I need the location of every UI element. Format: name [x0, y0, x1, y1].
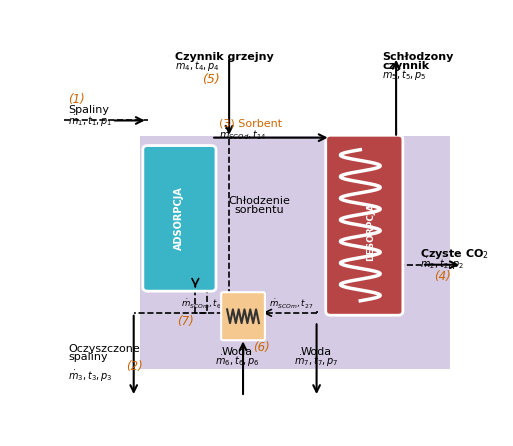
Text: Chłodzenie: Chłodzenie	[228, 196, 290, 206]
Text: $\dot{m}_5,t_5,p_5$: $\dot{m}_5,t_5,p_5$	[382, 68, 427, 83]
FancyBboxPatch shape	[326, 135, 403, 315]
Text: Czynnik grzejny: Czynnik grzejny	[175, 52, 274, 62]
Text: ADSORPCJA: ADSORPCJA	[174, 186, 184, 250]
Text: (3) Sorbent: (3) Sorbent	[219, 119, 282, 129]
Text: $\dot{m}_1,t_1,p_1$: $\dot{m}_1,t_1,p_1$	[68, 114, 113, 129]
Text: (6): (6)	[253, 341, 270, 354]
Text: (4): (4)	[434, 270, 450, 283]
Text: $\dot{m}_{SCOd},t_{14}$: $\dot{m}_{SCOd},t_{14}$	[219, 127, 267, 142]
Text: Oczyszczone: Oczyszczone	[68, 344, 140, 354]
Text: (2): (2)	[126, 359, 143, 372]
Text: $\dot{m}_3,t_3,p_3$: $\dot{m}_3,t_3,p_3$	[68, 369, 113, 384]
Text: $\dot{m}_{SCOm},t_{27}$: $\dot{m}_{SCOm},t_{27}$	[269, 297, 313, 311]
Text: sorbentu: sorbentu	[234, 205, 284, 215]
Text: $\dot{m}_{SCOm},t_{61}$: $\dot{m}_{SCOm},t_{61}$	[182, 297, 226, 311]
Text: $\dot{m}_2,t_2,p_2$: $\dot{m}_2,t_2,p_2$	[420, 257, 464, 273]
Text: czynnik: czynnik	[382, 61, 429, 70]
Bar	[140, 136, 450, 369]
Text: Czyste CO$_2$: Czyste CO$_2$	[420, 248, 489, 261]
Text: Woda: Woda	[222, 347, 252, 357]
Text: (7): (7)	[177, 315, 194, 328]
Text: Woda: Woda	[301, 347, 332, 357]
Text: spaliny: spaliny	[68, 352, 108, 363]
FancyBboxPatch shape	[221, 292, 265, 340]
Text: Spaliny: Spaliny	[68, 105, 109, 115]
Text: Schłodzony: Schłodzony	[382, 52, 453, 62]
Text: DESORPCJA: DESORPCJA	[366, 203, 375, 261]
FancyBboxPatch shape	[143, 145, 216, 291]
Text: (1): (1)	[68, 93, 85, 107]
Text: $\dot{m}_7,t_7,p_7$: $\dot{m}_7,t_7,p_7$	[294, 354, 339, 369]
Text: (5): (5)	[202, 73, 220, 86]
Text: $\dot{m}_4,t_4,p_4$: $\dot{m}_4,t_4,p_4$	[175, 59, 220, 74]
Text: $\dot{m}_6,t_6,p_6$: $\dot{m}_6,t_6,p_6$	[214, 354, 260, 369]
